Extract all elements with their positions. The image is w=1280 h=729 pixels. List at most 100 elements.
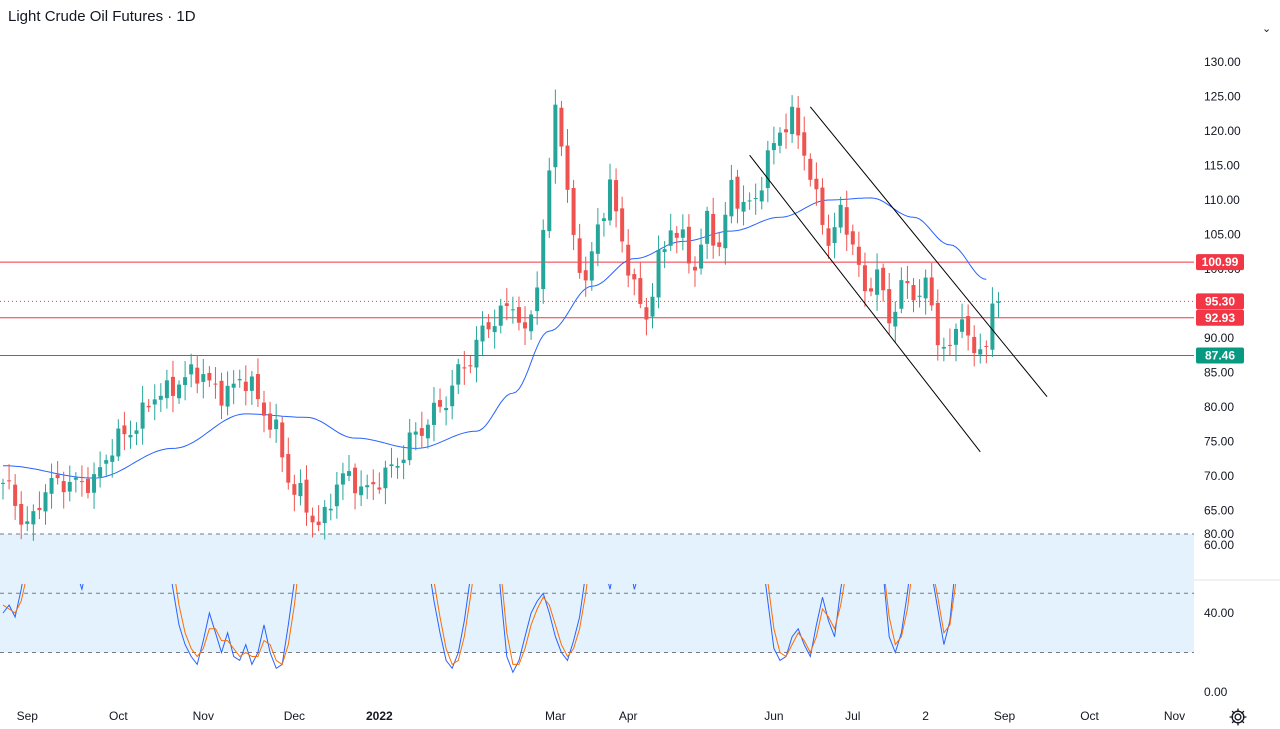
candle[interactable] (456, 358, 461, 395)
candle[interactable] (431, 387, 436, 442)
candle[interactable] (55, 461, 60, 485)
candle[interactable] (565, 129, 570, 203)
candle[interactable] (73, 472, 78, 493)
candle[interactable] (832, 212, 837, 259)
candle[interactable] (935, 289, 940, 361)
candle[interactable] (850, 224, 855, 255)
gear-icon[interactable] (1228, 707, 1248, 727)
candle[interactable] (219, 372, 224, 420)
candle[interactable] (480, 311, 485, 356)
candle[interactable] (699, 228, 704, 275)
candle[interactable] (61, 471, 66, 509)
candle[interactable] (632, 268, 637, 296)
candle[interactable] (37, 491, 42, 520)
candle[interactable] (164, 369, 169, 409)
candle[interactable] (662, 241, 667, 269)
resistance-price-tag[interactable]: 92.93 (1196, 309, 1244, 326)
candle[interactable] (674, 226, 679, 254)
candle[interactable] (268, 401, 273, 439)
candle[interactable] (765, 140, 770, 203)
candle[interactable] (31, 504, 36, 541)
candle[interactable] (802, 116, 807, 171)
candle[interactable] (990, 287, 995, 357)
candle[interactable] (705, 206, 710, 259)
candle[interactable] (844, 190, 849, 251)
support-price-tag[interactable]: 87.46 (1196, 347, 1244, 364)
candle[interactable] (395, 457, 400, 479)
candle[interactable] (553, 89, 558, 184)
candle[interactable] (334, 471, 339, 519)
candle[interactable] (680, 214, 685, 251)
candle[interactable] (747, 192, 752, 210)
candle[interactable] (444, 396, 449, 426)
candle[interactable] (947, 328, 952, 356)
candle[interactable] (298, 469, 303, 506)
candle[interactable] (243, 365, 248, 406)
candle[interactable] (960, 303, 965, 339)
candle[interactable] (389, 447, 394, 478)
candle[interactable] (7, 464, 12, 490)
candle[interactable] (972, 325, 977, 367)
candle[interactable] (383, 460, 388, 505)
candle[interactable] (917, 279, 922, 308)
candle[interactable] (177, 380, 182, 404)
candle[interactable] (875, 253, 880, 311)
candle[interactable] (826, 214, 831, 259)
channel-lower-line[interactable] (749, 154, 981, 453)
candle[interactable] (650, 283, 655, 329)
candle[interactable] (110, 439, 115, 478)
candle[interactable] (723, 202, 728, 265)
candle[interactable] (881, 263, 886, 302)
candle[interactable] (966, 304, 971, 351)
candle[interactable] (559, 100, 564, 156)
candle[interactable] (183, 361, 188, 401)
candle[interactable] (213, 367, 218, 399)
candle[interactable] (504, 288, 509, 321)
candle[interactable] (292, 474, 297, 512)
candle[interactable] (516, 296, 521, 331)
candle[interactable] (929, 263, 934, 311)
candle[interactable] (498, 298, 503, 334)
candle[interactable] (784, 113, 789, 149)
candle[interactable] (668, 213, 673, 251)
candle[interactable] (152, 384, 157, 421)
candle[interactable] (201, 358, 206, 399)
candle[interactable] (468, 355, 473, 374)
candle[interactable] (492, 309, 497, 349)
candle[interactable] (571, 179, 576, 251)
candle[interactable] (814, 162, 819, 206)
candle[interactable] (729, 164, 734, 224)
candle[interactable] (601, 212, 606, 237)
candle[interactable] (43, 484, 48, 525)
candle[interactable] (589, 241, 594, 291)
candle[interactable] (85, 467, 90, 499)
candle[interactable] (322, 500, 327, 540)
candle[interactable] (953, 323, 958, 362)
candle[interactable] (122, 411, 127, 451)
candle[interactable] (899, 267, 904, 314)
candle[interactable] (146, 399, 151, 413)
candle[interactable] (717, 231, 722, 257)
candle[interactable] (529, 310, 534, 340)
candle[interactable] (856, 231, 861, 278)
candle[interactable] (25, 506, 30, 532)
candle[interactable] (838, 196, 843, 234)
candle[interactable] (438, 388, 443, 413)
stochastic-stoch_d-line[interactable] (2, 487, 980, 666)
candle[interactable] (128, 420, 133, 449)
candle[interactable] (996, 292, 1001, 318)
candle[interactable] (620, 196, 625, 253)
candle[interactable] (474, 326, 479, 383)
candle[interactable] (79, 465, 84, 497)
candle[interactable] (741, 185, 746, 226)
candle[interactable] (255, 358, 260, 408)
candle[interactable] (274, 403, 279, 443)
candle[interactable] (547, 157, 552, 238)
candle[interactable] (808, 153, 813, 187)
candle[interactable] (353, 463, 358, 510)
candle[interactable] (170, 360, 175, 413)
candle[interactable] (887, 272, 892, 335)
candle[interactable] (419, 411, 424, 449)
channel-upper-line[interactable] (809, 106, 1048, 397)
